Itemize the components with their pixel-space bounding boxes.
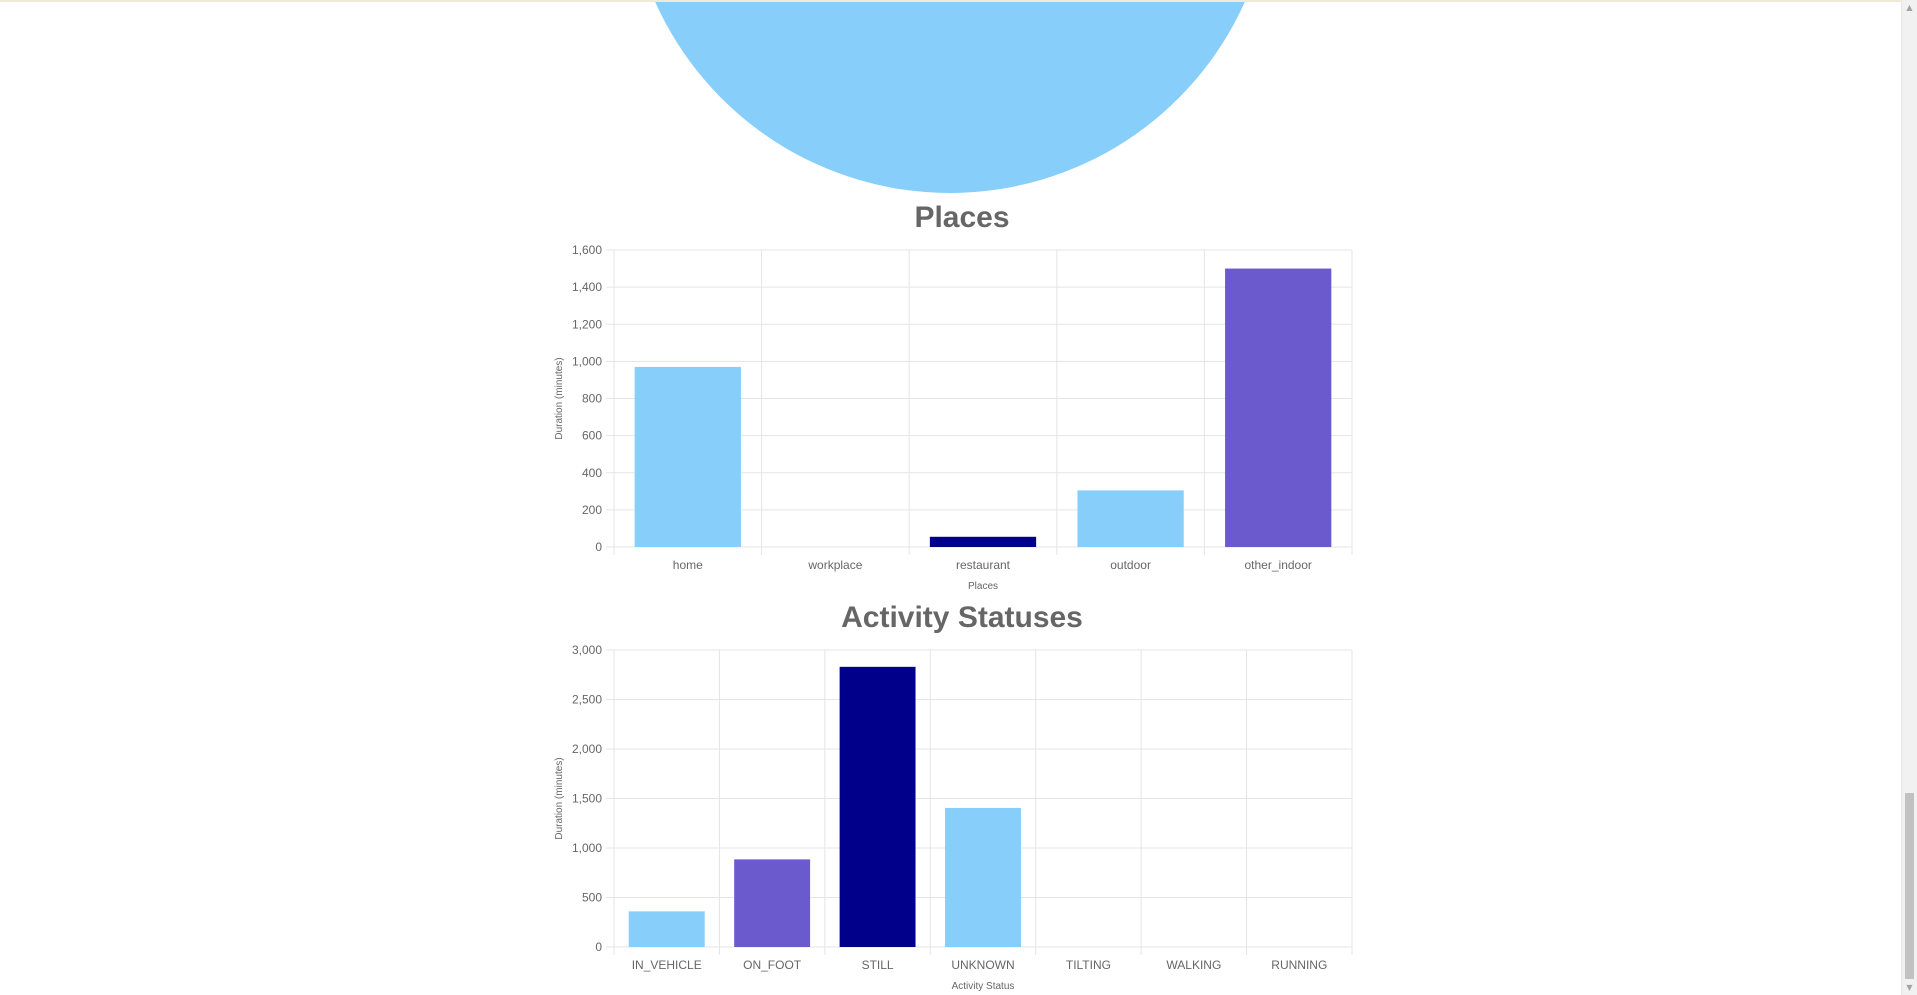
activity-x-tick-label: ON_FOOT bbox=[743, 958, 802, 972]
scroll-up-icon[interactable]: ▲ bbox=[1906, 3, 1913, 12]
places-y-tick-label: 800 bbox=[582, 392, 602, 406]
places-y-tick-label: 600 bbox=[582, 429, 602, 443]
places-x-axis-title: Places bbox=[968, 581, 998, 592]
places-y-tick-label: 1,600 bbox=[572, 243, 602, 257]
activity-y-tick-label: 500 bbox=[582, 891, 602, 905]
places-y-axis-title: Duration (minutes) bbox=[554, 357, 565, 439]
vertical-scrollbar[interactable]: ▲ ▼ bbox=[1901, 0, 1917, 995]
activity-y-tick-label: 1,500 bbox=[572, 792, 602, 806]
places-x-tick-label: home bbox=[673, 558, 703, 572]
places-y-tick-label: 400 bbox=[582, 466, 602, 480]
places-chart: Places 0 200 400 600 800 1,000 1,200 1,400 1,600 h… bbox=[554, 201, 1353, 592]
activity-bar-in-vehicle[interactable] bbox=[628, 911, 705, 947]
activity-x-tick-label: WALKING bbox=[1166, 958, 1221, 972]
top-divider bbox=[0, 0, 1917, 2]
activity-bar-still[interactable] bbox=[839, 666, 916, 947]
activity-y-tick-label: 2,500 bbox=[572, 693, 602, 707]
activity-title: Activity Statuses bbox=[841, 601, 1083, 634]
places-title: Places bbox=[914, 201, 1009, 234]
scroll-down-icon[interactable]: ▼ bbox=[1906, 983, 1913, 992]
activity-x-tick-label: UNKNOWN bbox=[951, 958, 1014, 972]
activity-x-tick-label: TILTING bbox=[1066, 958, 1111, 972]
pie-slice[interactable] bbox=[655, 2, 1245, 193]
activity-y-tick-label: 2,000 bbox=[572, 742, 602, 756]
scrollbar-thumb[interactable] bbox=[1905, 793, 1914, 979]
activity-y-tick-label: 0 bbox=[595, 940, 602, 954]
places-bar-other-indoor[interactable] bbox=[1225, 268, 1332, 547]
places-bar-restaurant[interactable] bbox=[929, 536, 1037, 547]
places-bar-home[interactable] bbox=[634, 366, 741, 547]
places-x-tick-label: workplace bbox=[807, 558, 862, 572]
places-y-tick-label: 0 bbox=[595, 540, 602, 554]
activity-x-tick-label: STILL bbox=[862, 958, 894, 972]
places-y-tick-label: 1,400 bbox=[572, 280, 602, 294]
activity-bar-on-foot[interactable] bbox=[734, 859, 811, 947]
activity-statuses-chart: Activity Statuses 0 500 1,000 1,500 2,000 2,50… bbox=[554, 601, 1353, 992]
activity-y-tick-label: 1,000 bbox=[572, 841, 602, 855]
places-y-tick-label: 1,200 bbox=[572, 317, 602, 331]
places-y-tick-label: 200 bbox=[582, 503, 602, 517]
activity-y-tick-label: 3,000 bbox=[572, 643, 602, 657]
places-y-tick-label: 1,000 bbox=[572, 354, 602, 368]
activity-x-axis-title: Activity Status bbox=[952, 981, 1015, 992]
activity-bar-unknown[interactable] bbox=[945, 807, 1021, 947]
places-x-tick-label: outdoor bbox=[1110, 558, 1151, 572]
places-x-tick-label: other_indoor bbox=[1245, 558, 1312, 572]
places-bar-outdoor[interactable] bbox=[1077, 490, 1184, 547]
activity-x-tick-label: IN_VEHICLE bbox=[632, 958, 702, 972]
pie-chart bbox=[655, 2, 1245, 193]
places-x-tick-label: restaurant bbox=[956, 558, 1011, 572]
activity-x-tick-label: RUNNING bbox=[1271, 958, 1327, 972]
activity-y-axis-title: Duration (minutes) bbox=[554, 757, 565, 839]
